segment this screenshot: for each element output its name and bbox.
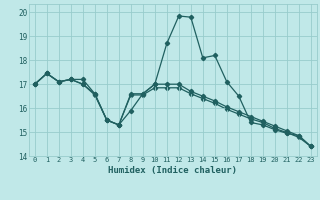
X-axis label: Humidex (Indice chaleur): Humidex (Indice chaleur) [108,166,237,175]
